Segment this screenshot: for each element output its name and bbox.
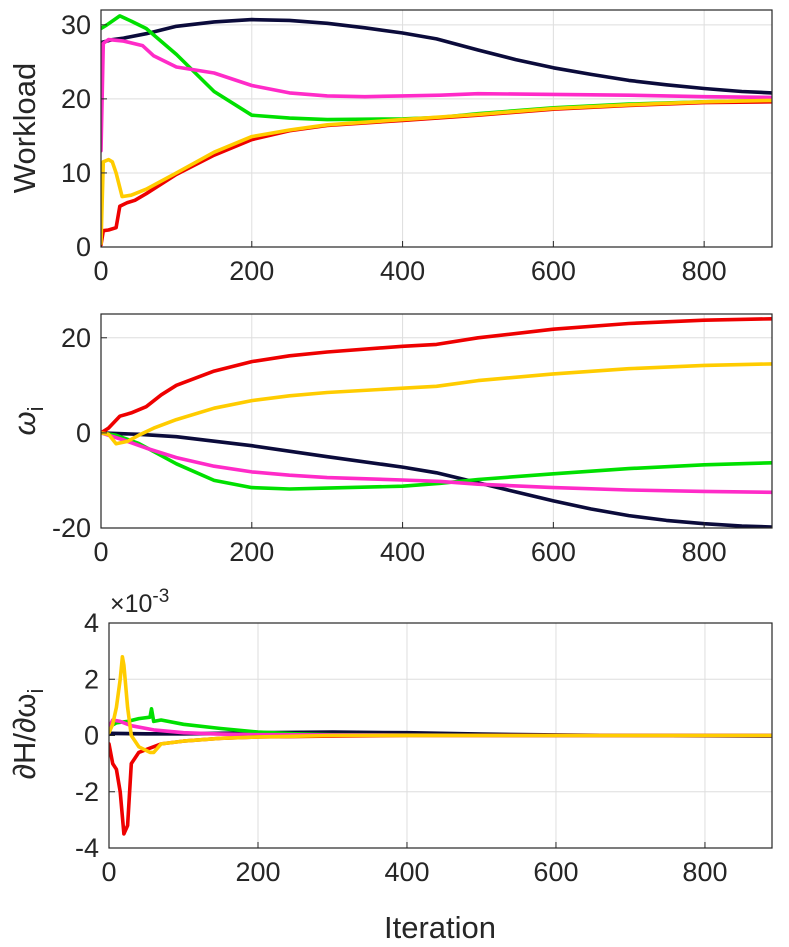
y-tick-label: -2 bbox=[75, 777, 99, 807]
x-tick-label: 0 bbox=[101, 857, 116, 887]
y-axis-label-main: ω bbox=[7, 411, 42, 435]
y-axis-label: ∂H/∂ωi bbox=[7, 689, 48, 780]
y-tick-label: 4 bbox=[84, 608, 99, 638]
y-tick-label: 20 bbox=[61, 323, 91, 353]
y-axis-label: Workload bbox=[7, 63, 42, 193]
series-line-user-1 bbox=[101, 17, 772, 95]
series-line-user-1 bbox=[101, 431, 772, 528]
x-tick-label: 400 bbox=[384, 857, 429, 887]
series-line-user-2 bbox=[109, 707, 772, 738]
series-line-user-4 bbox=[101, 317, 772, 435]
y-axis-label-sub: i bbox=[23, 406, 48, 411]
y-tick-label: 30 bbox=[61, 10, 91, 40]
y-tick-label: 10 bbox=[61, 158, 91, 188]
x-tick-label: 600 bbox=[531, 256, 576, 286]
x-tick-label: 600 bbox=[533, 857, 578, 887]
y-axis-label-main: ∂H/∂ω bbox=[7, 694, 42, 780]
y-axis-label-sub: i bbox=[23, 689, 48, 694]
x-tick-label: 200 bbox=[229, 256, 274, 286]
x-tick-label: 0 bbox=[93, 537, 108, 567]
x-tick-label: 400 bbox=[380, 256, 425, 286]
series-line-user-5 bbox=[101, 362, 772, 446]
axes-box bbox=[100, 9, 773, 248]
y-axis-label-group: ωi bbox=[7, 406, 48, 435]
x-tick-label: 400 bbox=[380, 537, 425, 567]
y-tick-label: 0 bbox=[76, 418, 91, 448]
x-tick-label: 800 bbox=[682, 857, 727, 887]
x-axis-label: Iteration bbox=[384, 910, 496, 945]
x-tick-label: 200 bbox=[235, 857, 280, 887]
exponent-label: ×10-3 bbox=[110, 586, 169, 618]
panel-workload: 0 200 400 600 800 0 10 20 30 Workload bbox=[7, 9, 773, 286]
exponent-power: -3 bbox=[152, 586, 169, 607]
x-tick-label: 0 bbox=[93, 256, 108, 286]
x-tick-label: 200 bbox=[229, 537, 274, 567]
x-tick-label: 600 bbox=[531, 537, 576, 567]
series-line-user-3 bbox=[101, 431, 772, 495]
series-line-user-5 bbox=[109, 655, 772, 755]
y-tick-label: 2 bbox=[84, 664, 99, 694]
y-axis-label: ωi bbox=[7, 406, 48, 435]
y-tick-label: 0 bbox=[76, 232, 91, 262]
y-tick-label: -20 bbox=[52, 513, 91, 543]
exponent-base: ×10 bbox=[110, 590, 152, 618]
y-tick-label: 20 bbox=[61, 84, 91, 114]
y-tick-label: 0 bbox=[84, 721, 99, 751]
y-axis-label-group: ∂H/∂ωi bbox=[7, 689, 48, 780]
panel-gradient: 0 200 400 600 800 -4 -2 0 2 4 ∂H/∂ωi ×10-3 Iterat… bbox=[7, 586, 773, 945]
axes-box bbox=[100, 313, 773, 529]
series-line-user-4 bbox=[109, 733, 772, 836]
series-line-user-5 bbox=[101, 98, 772, 246]
y-tick-label: -4 bbox=[75, 833, 99, 863]
x-tick-label: 800 bbox=[682, 537, 727, 567]
x-tick-label: 800 bbox=[682, 256, 727, 286]
series-line-user-3 bbox=[101, 37, 772, 153]
